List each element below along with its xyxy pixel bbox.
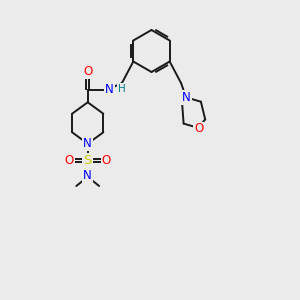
Text: O: O [83,65,92,78]
Text: N: N [83,137,92,150]
Text: O: O [64,154,74,167]
Text: N: N [182,91,191,104]
Text: H: H [118,84,126,94]
Text: N: N [105,83,114,96]
Text: N: N [83,169,92,182]
Text: O: O [102,154,111,167]
Text: S: S [83,154,92,167]
Text: O: O [194,122,203,136]
